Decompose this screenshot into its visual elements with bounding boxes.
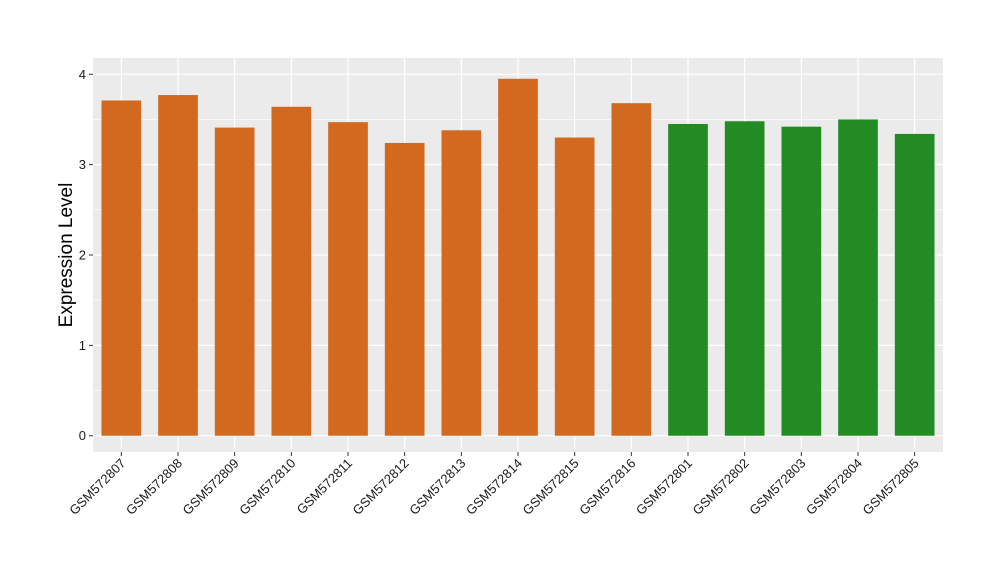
y-tick-label: 3 <box>79 157 86 172</box>
y-axis-title: Expression Level <box>56 183 77 328</box>
x-axis: GSM572807GSM572808GSM572809GSM572810GSM5… <box>66 452 922 518</box>
x-tick-label-GSM572808: GSM572808 <box>123 456 185 518</box>
x-tick-label-GSM572816: GSM572816 <box>576 456 638 518</box>
bar-GSM572813 <box>441 130 482 436</box>
x-tick-label-GSM572801: GSM572801 <box>633 456 695 518</box>
x-tick-label-GSM572803: GSM572803 <box>746 456 808 518</box>
x-tick-label-GSM572814: GSM572814 <box>463 456 525 518</box>
x-tick-label-GSM572811: GSM572811 <box>294 456 356 518</box>
x-tick-label-GSM572809: GSM572809 <box>180 456 242 518</box>
bars-group <box>101 78 935 436</box>
bar-GSM572811 <box>328 122 368 436</box>
y-tick-label: 2 <box>79 248 86 263</box>
y-tick-label: 1 <box>79 338 86 353</box>
bar-GSM572807 <box>101 100 142 436</box>
bar-GSM572812 <box>384 142 425 436</box>
bar-GSM572816 <box>611 103 652 436</box>
bar-GSM572802 <box>724 121 765 436</box>
x-tick-label-GSM572804: GSM572804 <box>803 456 865 518</box>
y-axis: 0 1 2 3 4 <box>79 67 93 443</box>
bar-GSM572809 <box>214 127 255 436</box>
bar-GSM572814 <box>498 78 538 436</box>
bar-GSM572810 <box>271 106 312 436</box>
y-tick-label: 4 <box>79 67 86 82</box>
bar-GSM572804 <box>838 119 878 436</box>
bar-GSM572815 <box>554 137 595 436</box>
x-tick-label-GSM572813: GSM572813 <box>406 456 468 518</box>
bar-GSM572805 <box>894 133 935 436</box>
x-tick-label-GSM572805: GSM572805 <box>860 456 922 518</box>
bar-GSM572801 <box>668 123 708 436</box>
x-tick-label-GSM572802: GSM572802 <box>690 456 752 518</box>
x-tick-label-GSM572810: GSM572810 <box>236 456 298 518</box>
x-tick-label-GSM572807: GSM572807 <box>66 456 128 518</box>
bar-GSM572803 <box>781 126 822 436</box>
bar-GSM572808 <box>158 95 198 436</box>
x-tick-label-GSM572815: GSM572815 <box>520 456 582 518</box>
x-tick-label-GSM572812: GSM572812 <box>350 456 412 518</box>
y-tick-label: 0 <box>79 428 86 443</box>
